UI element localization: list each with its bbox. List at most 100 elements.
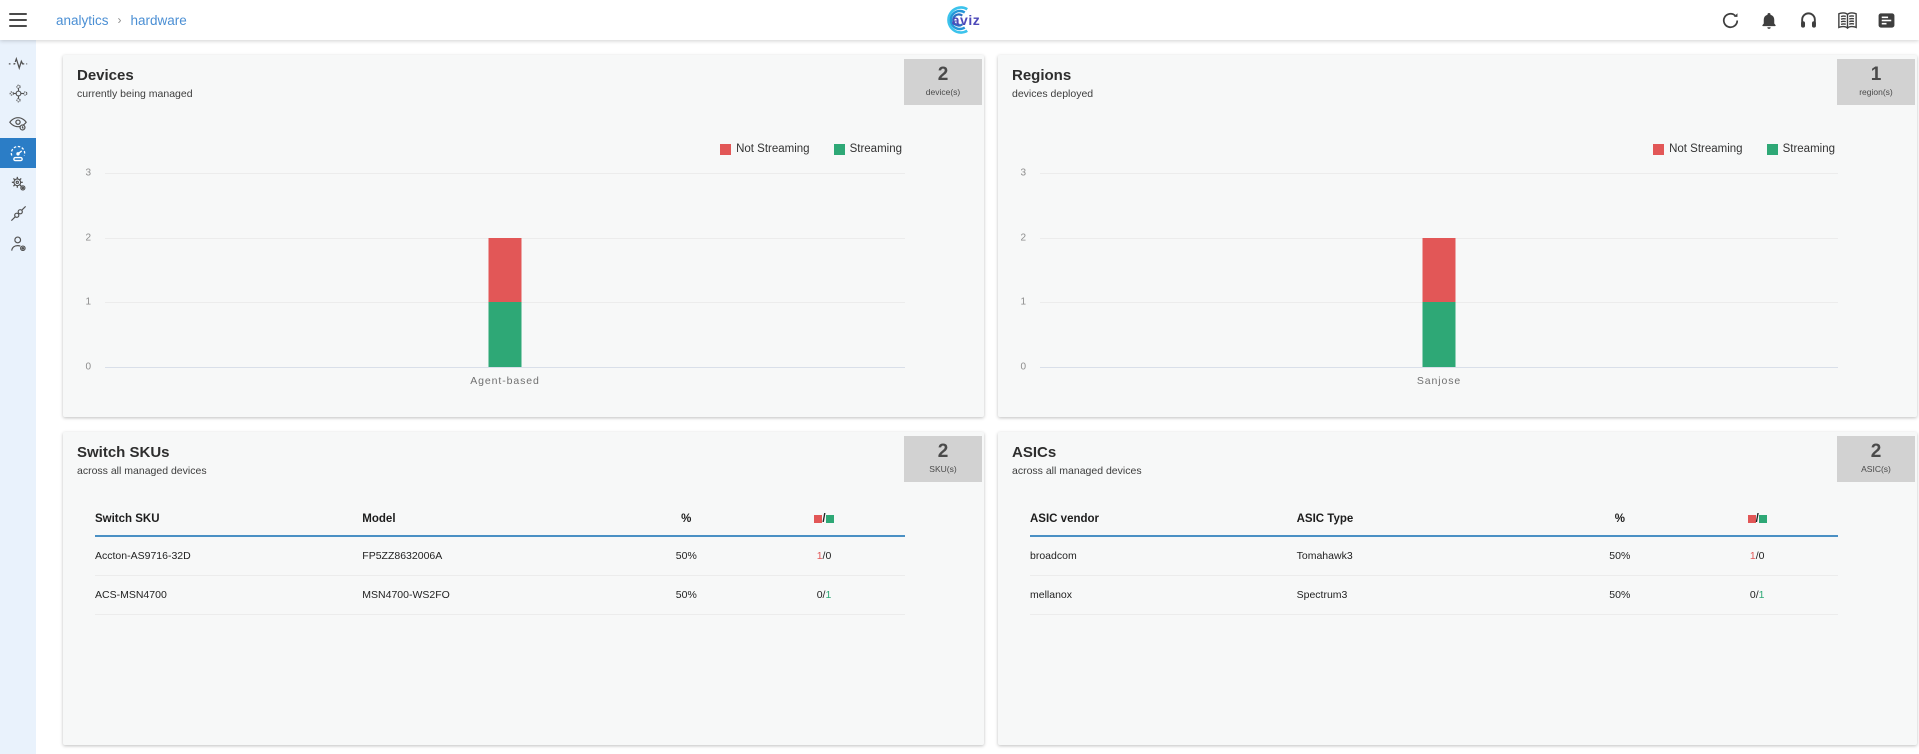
- table-row[interactable]: mellanox Spectrum3 50% 0/1: [1030, 575, 1838, 615]
- asics-table: ASIC vendor ASIC Type % / broadcom Tomah…: [1030, 504, 1838, 615]
- y-tick-label: 3: [1020, 167, 1026, 179]
- breadcrumb-hardware[interactable]: hardware: [130, 12, 187, 28]
- x-axis-label: Agent-based: [470, 375, 540, 387]
- ratio-cell: 0/1: [1676, 575, 1838, 615]
- menu-hamburger-icon[interactable]: [0, 0, 36, 40]
- ratio-cell: 0/1: [742, 575, 905, 615]
- breadcrumb-analytics[interactable]: analytics: [56, 12, 109, 28]
- y-tick-label: 1: [85, 296, 91, 308]
- left-nav-sidebar: [0, 40, 36, 754]
- topbar-actions: [1719, 9, 1919, 31]
- bar-segment-streaming: [1422, 302, 1456, 367]
- cell: FP5ZZ8632006A: [362, 536, 630, 576]
- y-tick-label: 0: [85, 361, 91, 373]
- nav-analytics-gauge-icon[interactable]: [0, 138, 36, 168]
- cell: broadcom: [1030, 536, 1297, 576]
- breadcrumb: analytics › hardware: [56, 13, 187, 28]
- table-row[interactable]: broadcom Tomahawk3 50% 1/0: [1030, 536, 1838, 576]
- gridline: 0: [1020, 362, 1838, 373]
- panel-subtitle: across all managed devices: [1012, 465, 1142, 477]
- legend-swatch-icon: [833, 143, 845, 155]
- bar-segment-not-streaming: [1422, 237, 1456, 303]
- legend-swatch-icon: [1766, 143, 1778, 155]
- panel-title: Regions: [1012, 67, 1072, 84]
- column-header: %: [1563, 504, 1677, 537]
- percent-cell: 50%: [629, 536, 743, 576]
- legend-item-streaming[interactable]: Streaming: [833, 143, 902, 155]
- badge-label: SKU(s): [929, 464, 957, 474]
- refresh-icon[interactable]: [1719, 9, 1741, 31]
- skus-count-badge: 2 SKU(s): [904, 436, 982, 482]
- main-content: Devices currently being managed 2 device…: [36, 40, 1919, 754]
- y-tick-label: 3: [85, 167, 91, 179]
- nav-pulse-icon[interactable]: [0, 48, 36, 78]
- table-header-row: ASIC vendor ASIC Type % /: [1030, 504, 1838, 537]
- devices-count-badge: 2 device(s): [904, 59, 982, 105]
- audit-log-icon[interactable]: [1875, 9, 1897, 31]
- bar-segment-streaming: [488, 302, 522, 367]
- cell: MSN4700-WS2FO: [362, 575, 630, 615]
- cell: Accton-AS9716-32D: [95, 536, 363, 576]
- badge-value: 1: [1870, 64, 1882, 85]
- asics-count-badge: 2 ASIC(s): [1837, 436, 1915, 482]
- column-header: ASIC vendor: [1030, 504, 1297, 537]
- y-tick-label: 2: [85, 232, 91, 244]
- badge-label: ASIC(s): [1861, 464, 1891, 474]
- legend-item-not-streaming[interactable]: Not Streaming: [720, 143, 810, 155]
- cell: ACS-MSN4700: [95, 575, 363, 615]
- chart-legend: Not Streaming Streaming: [1653, 143, 1835, 155]
- ratio-column-header: /: [1676, 504, 1838, 537]
- cell: mellanox: [1030, 575, 1297, 615]
- nav-user-icon[interactable]: [0, 228, 36, 258]
- documentation-book-icon[interactable]: [1836, 9, 1858, 31]
- panel-title: ASICs: [1012, 444, 1057, 461]
- gridline: 3: [1020, 168, 1838, 179]
- nav-eye-icon[interactable]: [0, 108, 36, 138]
- support-headphones-icon[interactable]: [1797, 9, 1819, 31]
- legend-item-streaming[interactable]: Streaming: [1766, 143, 1835, 155]
- switch-skus-table: Switch SKU Model % / Accton-AS9716-32D F…: [95, 504, 905, 615]
- ratio-cell: 1/0: [1676, 536, 1838, 576]
- percent-cell: 50%: [629, 575, 743, 615]
- aviz-logo: aviz: [939, 3, 980, 37]
- legend-item-not-streaming[interactable]: Not Streaming: [1653, 143, 1743, 155]
- green-swatch-icon: [825, 515, 834, 523]
- ratio-cell: 1/0: [742, 536, 905, 576]
- column-header: Model: [362, 504, 630, 537]
- percent-cell: 50%: [1563, 536, 1677, 576]
- red-swatch-icon: [814, 515, 823, 523]
- stacked-bar-sanjose[interactable]: [1422, 237, 1456, 367]
- asics-panel: ASICs across all managed devices 2 ASIC(…: [998, 432, 1917, 745]
- regions-panel: Regions devices deployed 1 region(s) Not…: [998, 55, 1917, 417]
- nav-network-topology-icon[interactable]: [0, 78, 36, 108]
- ratio-column-header: /: [742, 504, 905, 537]
- panel-title: Devices: [77, 67, 134, 84]
- y-tick-label: 1: [1020, 296, 1026, 308]
- column-header: %: [629, 504, 743, 537]
- nav-cable-icon[interactable]: [0, 198, 36, 228]
- stacked-bar-agent-based[interactable]: [488, 237, 522, 367]
- y-tick-label: 2: [1020, 232, 1026, 244]
- legend-swatch-icon: [720, 143, 732, 155]
- badge-value: 2: [937, 441, 949, 462]
- chart-legend: Not Streaming Streaming: [720, 143, 902, 155]
- panel-subtitle: devices deployed: [1012, 88, 1094, 100]
- gridline: 0: [85, 362, 905, 373]
- badge-label: region(s): [1859, 87, 1893, 97]
- legend-swatch-icon: [1653, 143, 1665, 155]
- x-axis-label: Sanjose: [1416, 375, 1462, 387]
- table-row[interactable]: Accton-AS9716-32D FP5ZZ8632006A 50% 1/0: [95, 536, 905, 576]
- badge-value: 2: [1870, 441, 1882, 462]
- top-bar: analytics › hardware aviz: [0, 0, 1919, 40]
- logo-text: aviz: [951, 12, 981, 28]
- regions-count-badge: 1 region(s): [1837, 59, 1915, 105]
- badge-value: 2: [937, 64, 949, 85]
- table-row[interactable]: ACS-MSN4700 MSN4700-WS2FO 50% 0/1: [95, 575, 905, 615]
- column-header: ASIC Type: [1296, 504, 1564, 537]
- plot-area: 0 1 2 3 Sanjose: [1020, 168, 1838, 387]
- notifications-bell-icon[interactable]: [1758, 9, 1780, 31]
- nav-gears-icon[interactable]: [0, 168, 36, 198]
- panel-title: Switch SKUs: [77, 444, 170, 461]
- plot-area: 0 1 2 3 Agent-based: [85, 168, 905, 387]
- y-tick-label: 0: [1020, 361, 1026, 373]
